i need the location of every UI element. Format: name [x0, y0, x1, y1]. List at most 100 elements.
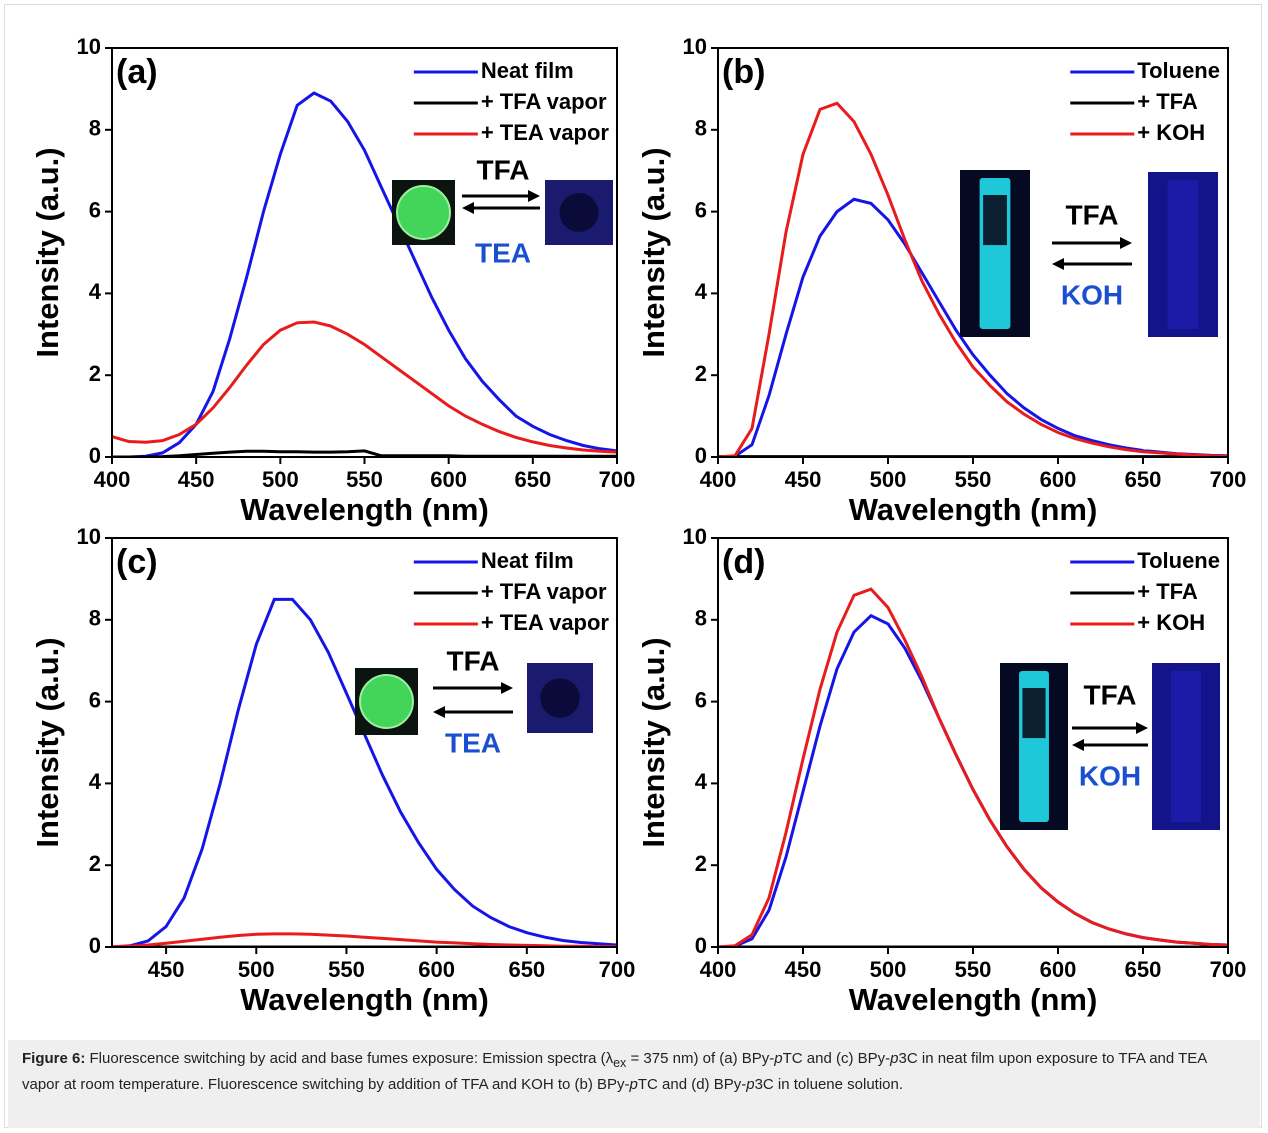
series-line — [112, 91, 617, 457]
series-line — [112, 597, 617, 947]
y-tick-label: 0 — [89, 933, 101, 958]
y-tick-label: 2 — [89, 851, 101, 876]
y-tick-label: 6 — [695, 687, 707, 712]
annotation: KOH — [1061, 279, 1123, 310]
inset-photo — [1167, 180, 1199, 329]
y-tick-label: 10 — [683, 524, 707, 549]
y-tick-label: 0 — [89, 443, 101, 468]
series-line — [718, 613, 1228, 947]
plot-frame — [111, 537, 618, 948]
y-tick-label: 10 — [77, 524, 101, 549]
arrow-head — [462, 202, 474, 214]
x-tick-label: 700 — [1210, 957, 1247, 982]
arrow-head — [433, 706, 445, 718]
y-tick-label: 2 — [695, 851, 707, 876]
x-tick-label: 600 — [1040, 957, 1077, 982]
caption-italic: p — [629, 1076, 638, 1093]
plot-frame — [111, 47, 618, 458]
x-tick-label: 450 — [785, 957, 822, 982]
y-tick-label: 2 — [695, 361, 707, 386]
x-axis-title: Wavelength (nm) — [240, 492, 489, 527]
x-tick-label: 700 — [599, 957, 636, 982]
y-tick-label: 6 — [89, 197, 101, 222]
x-tick-label: 400 — [94, 467, 131, 492]
legend-label: + TFA — [1137, 579, 1198, 604]
series-line — [718, 101, 1228, 457]
legend-label: Toluene — [1137, 548, 1220, 573]
y-tick-label: 8 — [89, 116, 101, 141]
y-tick-label: 0 — [695, 933, 707, 958]
y-tick-label: 4 — [89, 279, 102, 304]
panel-label: (a) — [116, 53, 158, 91]
x-tick-label: 550 — [955, 467, 992, 492]
y-axis-title: Intensity (a.u.) — [636, 637, 671, 847]
annotation: TFA — [477, 154, 530, 185]
x-tick-label: 650 — [508, 957, 545, 982]
caption-text: TC and (d) BPy- — [637, 1076, 747, 1093]
y-tick-label: 10 — [77, 34, 101, 59]
legend-label: + TEA vapor — [481, 120, 610, 145]
arrow-head — [1052, 258, 1064, 270]
legend-label: + TFA — [1137, 89, 1198, 114]
x-tick-label: 600 — [418, 957, 455, 982]
inset-photo — [983, 195, 1007, 246]
x-axis-title: Wavelength (nm) — [849, 982, 1098, 1017]
x-tick-label: 450 — [178, 467, 215, 492]
legend-label: + KOH — [1137, 610, 1205, 635]
legend-label: + TFA vapor — [481, 579, 607, 604]
annotation: TEA — [445, 727, 501, 758]
x-tick-label: 550 — [346, 467, 383, 492]
inset-photo — [559, 193, 599, 232]
y-tick-label: 8 — [695, 606, 707, 631]
legend-label: Toluene — [1137, 58, 1220, 83]
inset-photo — [359, 674, 414, 729]
legend-label: + TFA vapor — [481, 89, 607, 114]
x-tick-label: 550 — [328, 957, 365, 982]
x-tick-label: 450 — [785, 467, 822, 492]
series-line — [112, 932, 617, 947]
x-tick-label: 550 — [955, 957, 992, 982]
x-tick-label: 450 — [148, 957, 185, 982]
y-tick-label: 4 — [695, 769, 708, 794]
legend-label: + KOH — [1137, 120, 1205, 145]
inset-photo — [1022, 688, 1046, 739]
x-axis-title: Wavelength (nm) — [240, 982, 489, 1017]
caption-text: = 375 nm) of (a) BPy- — [626, 1050, 775, 1067]
y-tick-label: 10 — [683, 34, 707, 59]
series-line — [112, 320, 617, 454]
x-tick-label: 400 — [700, 957, 737, 982]
arrow-head — [1120, 237, 1132, 249]
caption-label: Figure 6: — [22, 1050, 86, 1067]
y-tick-label: 6 — [89, 687, 101, 712]
series-line — [718, 587, 1228, 947]
annotation: TEA — [475, 237, 531, 268]
x-tick-label: 650 — [1125, 957, 1162, 982]
annotation: TFA — [1066, 199, 1119, 230]
x-tick-label: 600 — [1040, 467, 1077, 492]
x-tick-label: 600 — [430, 467, 467, 492]
annotation: TFA — [1084, 679, 1137, 710]
annotation: KOH — [1079, 760, 1141, 791]
legend-label: + TEA vapor — [481, 610, 610, 635]
caption-text: 3C in toluene solution. — [754, 1076, 904, 1093]
x-tick-label: 500 — [238, 957, 275, 982]
y-tick-label: 2 — [89, 361, 101, 386]
plot-frame — [717, 47, 1229, 458]
caption-italic: p — [890, 1050, 899, 1067]
caption-sub: ex — [613, 1056, 627, 1070]
legend-label: Neat film — [481, 548, 574, 573]
x-tick-label: 400 — [700, 467, 737, 492]
x-tick-label: 650 — [1125, 467, 1162, 492]
inset-photo — [540, 678, 580, 718]
x-tick-label: 500 — [262, 467, 299, 492]
x-tick-label: 650 — [514, 467, 551, 492]
caption: Figure 6: Fluorescence switching by acid… — [8, 1040, 1260, 1128]
inset-photo — [1171, 671, 1201, 822]
y-tick-label: 4 — [89, 769, 102, 794]
legend-label: Neat film — [481, 58, 574, 83]
y-tick-label: 4 — [695, 279, 708, 304]
y-tick-label: 8 — [89, 606, 101, 631]
y-tick-label: 6 — [695, 197, 707, 222]
